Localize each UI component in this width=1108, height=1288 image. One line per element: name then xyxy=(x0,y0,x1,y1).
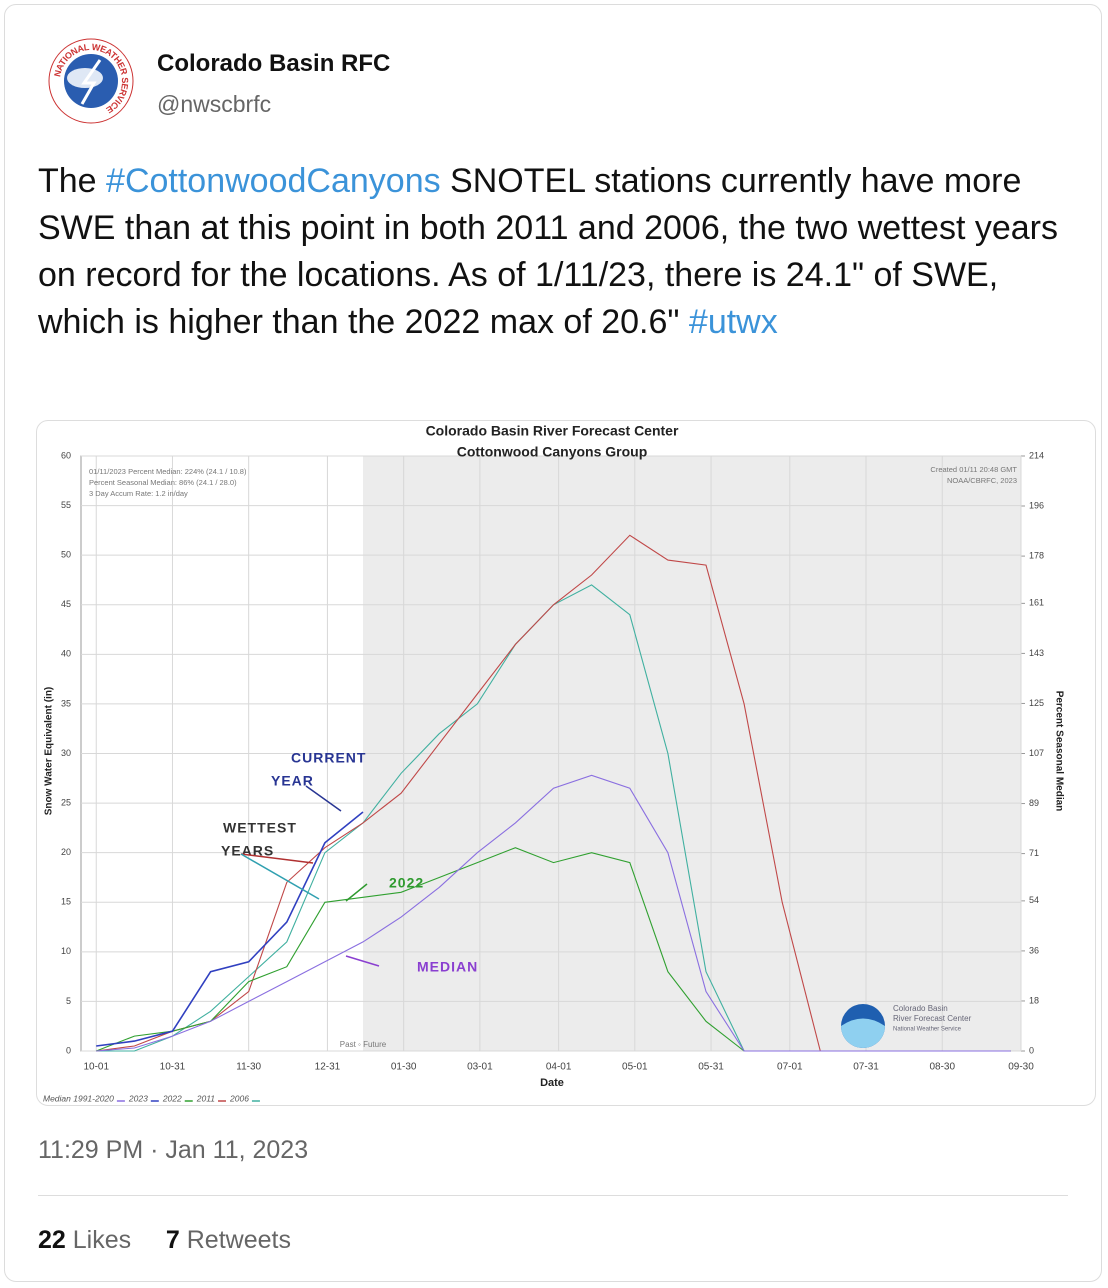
logo-text: Colorado Basin xyxy=(893,1004,948,1013)
x-tick-label: 07-01 xyxy=(777,1062,803,1073)
author-name[interactable]: Colorado Basin RFC xyxy=(157,50,391,77)
arrow xyxy=(345,883,368,902)
divider-label: Past ◦ Future xyxy=(340,1040,387,1049)
legend-label: 2006 xyxy=(229,1093,249,1103)
y-tick-label: 20 xyxy=(61,847,71,857)
likes-count[interactable]: 22 xyxy=(38,1226,66,1254)
x-tick-label: 01-30 xyxy=(391,1062,417,1073)
x-tick-label: 10-01 xyxy=(83,1062,109,1073)
noaa-logo-wave xyxy=(841,1018,885,1048)
y2-tick-label: 125 xyxy=(1029,698,1044,708)
y-axis-label: Snow Water Equivalent (in) xyxy=(44,687,55,816)
author-handle[interactable]: @nwscbrfc xyxy=(157,91,272,117)
y-tick-label: 30 xyxy=(61,748,71,758)
legend-label: 2022 xyxy=(162,1093,182,1103)
y2-tick-label: 18 xyxy=(1029,995,1039,1005)
y-tick-label: 35 xyxy=(61,698,71,708)
x-tick-label: 09-30 xyxy=(1008,1062,1034,1073)
logo-text: River Forecast Center xyxy=(893,1014,972,1023)
x-tick-label: 08-30 xyxy=(929,1062,955,1073)
annotation: YEAR xyxy=(271,773,314,789)
y2-tick-label: 0 xyxy=(1029,1045,1034,1055)
y2-tick-label: 196 xyxy=(1029,500,1044,510)
annotation: CURRENT xyxy=(291,750,366,766)
chart-title: Colorado Basin River Forecast Center xyxy=(426,423,679,439)
info-text: 01/11/2023 Percent Median: 224% (24.1 / … xyxy=(89,467,247,476)
y2-axis-label: Percent Seasonal Median xyxy=(1053,691,1064,812)
arrow xyxy=(345,955,380,967)
annotation: WETTEST xyxy=(223,820,297,836)
y-tick-label: 10 xyxy=(61,946,71,956)
y2-tick-label: 71 xyxy=(1029,848,1039,858)
chart: Past ◦ Future 0 5 10 15 20 25 30 35 40 45 50 55 60 0 18… xyxy=(43,423,1064,1104)
annotation: MEDIAN xyxy=(417,959,478,975)
y-tick-label: 25 xyxy=(61,797,71,807)
y-tick-label: 40 xyxy=(61,649,71,659)
logo-text: National Weather Service xyxy=(893,1027,962,1033)
x-tick-label: 10-31 xyxy=(160,1062,186,1073)
separator: · xyxy=(150,1136,159,1164)
hashtag[interactable]: #CottonwoodCanyons xyxy=(106,162,441,200)
y2-tick-label: 143 xyxy=(1029,648,1044,658)
retweets-label[interactable]: Retweets xyxy=(186,1226,291,1254)
time: 11:29 PM xyxy=(38,1136,144,1164)
credit-text: Created 01/11 20:48 GMT xyxy=(930,465,1017,474)
x-tick-label: 05-01 xyxy=(622,1062,648,1073)
series-line xyxy=(96,811,364,1047)
series-line xyxy=(96,774,1011,1052)
x-tick-label: 12-31 xyxy=(315,1062,341,1073)
x-tick-label: 11-30 xyxy=(236,1062,261,1073)
y2-tick-label: 36 xyxy=(1029,945,1039,955)
timestamp: 11:29 PM · Jan 11, 2023 xyxy=(38,1136,308,1165)
y2-tick-label: 107 xyxy=(1029,748,1044,758)
y-tick-label: 55 xyxy=(61,500,71,510)
arrow xyxy=(240,853,314,864)
legend-label: 2011 xyxy=(196,1093,216,1103)
annotation: 2022 xyxy=(389,875,424,891)
chart-subtitle: Cottonwood Canyons Group xyxy=(457,444,648,460)
y-tick-label: 60 xyxy=(61,450,71,460)
tweet-card xyxy=(4,4,1102,1282)
avatar: NATIONAL WEATHER SERVICE xyxy=(48,38,134,124)
x-tick-label: 05-31 xyxy=(698,1062,724,1073)
y-tick-label: 5 xyxy=(66,996,71,1006)
x-tick-label: 03-01 xyxy=(467,1062,493,1073)
x-tick-label: 04-01 xyxy=(546,1062,572,1073)
y2-tick-label: 89 xyxy=(1029,798,1039,808)
x-tick-label: 07-31 xyxy=(853,1062,879,1073)
x-axis-label: Date xyxy=(540,1077,564,1089)
legend-label: Median 1991-2020 xyxy=(43,1093,114,1103)
y-tick-label: 15 xyxy=(61,897,71,907)
tweet-text: The #CottonwoodCanyons SNOTEL stations c… xyxy=(38,158,1068,346)
arrow xyxy=(240,853,320,900)
date: Jan 11, 2023 xyxy=(165,1136,309,1164)
info-text: Percent Seasonal Median: 86% (24.1 / 28.… xyxy=(89,478,237,487)
arrow xyxy=(305,785,342,812)
legend-label: 2023 xyxy=(128,1093,148,1103)
y2-tick-label: 214 xyxy=(1029,450,1044,460)
retweets-count[interactable]: 7 xyxy=(165,1226,180,1254)
credit-text: NOAA/CBRFC, 2023 xyxy=(947,476,1017,485)
likes-label[interactable]: Likes xyxy=(72,1226,132,1254)
info-text: 3 Day Accum Rate: 1.2 in/day xyxy=(89,489,188,498)
text: SNOTEL stations currently have more SWE … xyxy=(38,162,1058,341)
y2-tick-label: 54 xyxy=(1029,895,1039,905)
divider xyxy=(38,1195,1068,1196)
y-tick-label: 0 xyxy=(66,1045,71,1055)
y2-tick-label: 178 xyxy=(1029,550,1044,560)
stats: 22 Likes 7 Retweets xyxy=(38,1226,291,1255)
y-tick-label: 50 xyxy=(61,550,71,560)
hashtag[interactable]: #utwx xyxy=(688,303,778,341)
y-tick-label: 45 xyxy=(61,599,71,609)
text: The xyxy=(38,162,107,200)
y2-tick-label: 161 xyxy=(1029,598,1044,608)
chart-image: Past ◦ Future 0 5 10 15 20 25 30 35 40 45 50 55 60 0 18… xyxy=(36,420,1096,1106)
annotation: YEARS xyxy=(221,843,274,859)
